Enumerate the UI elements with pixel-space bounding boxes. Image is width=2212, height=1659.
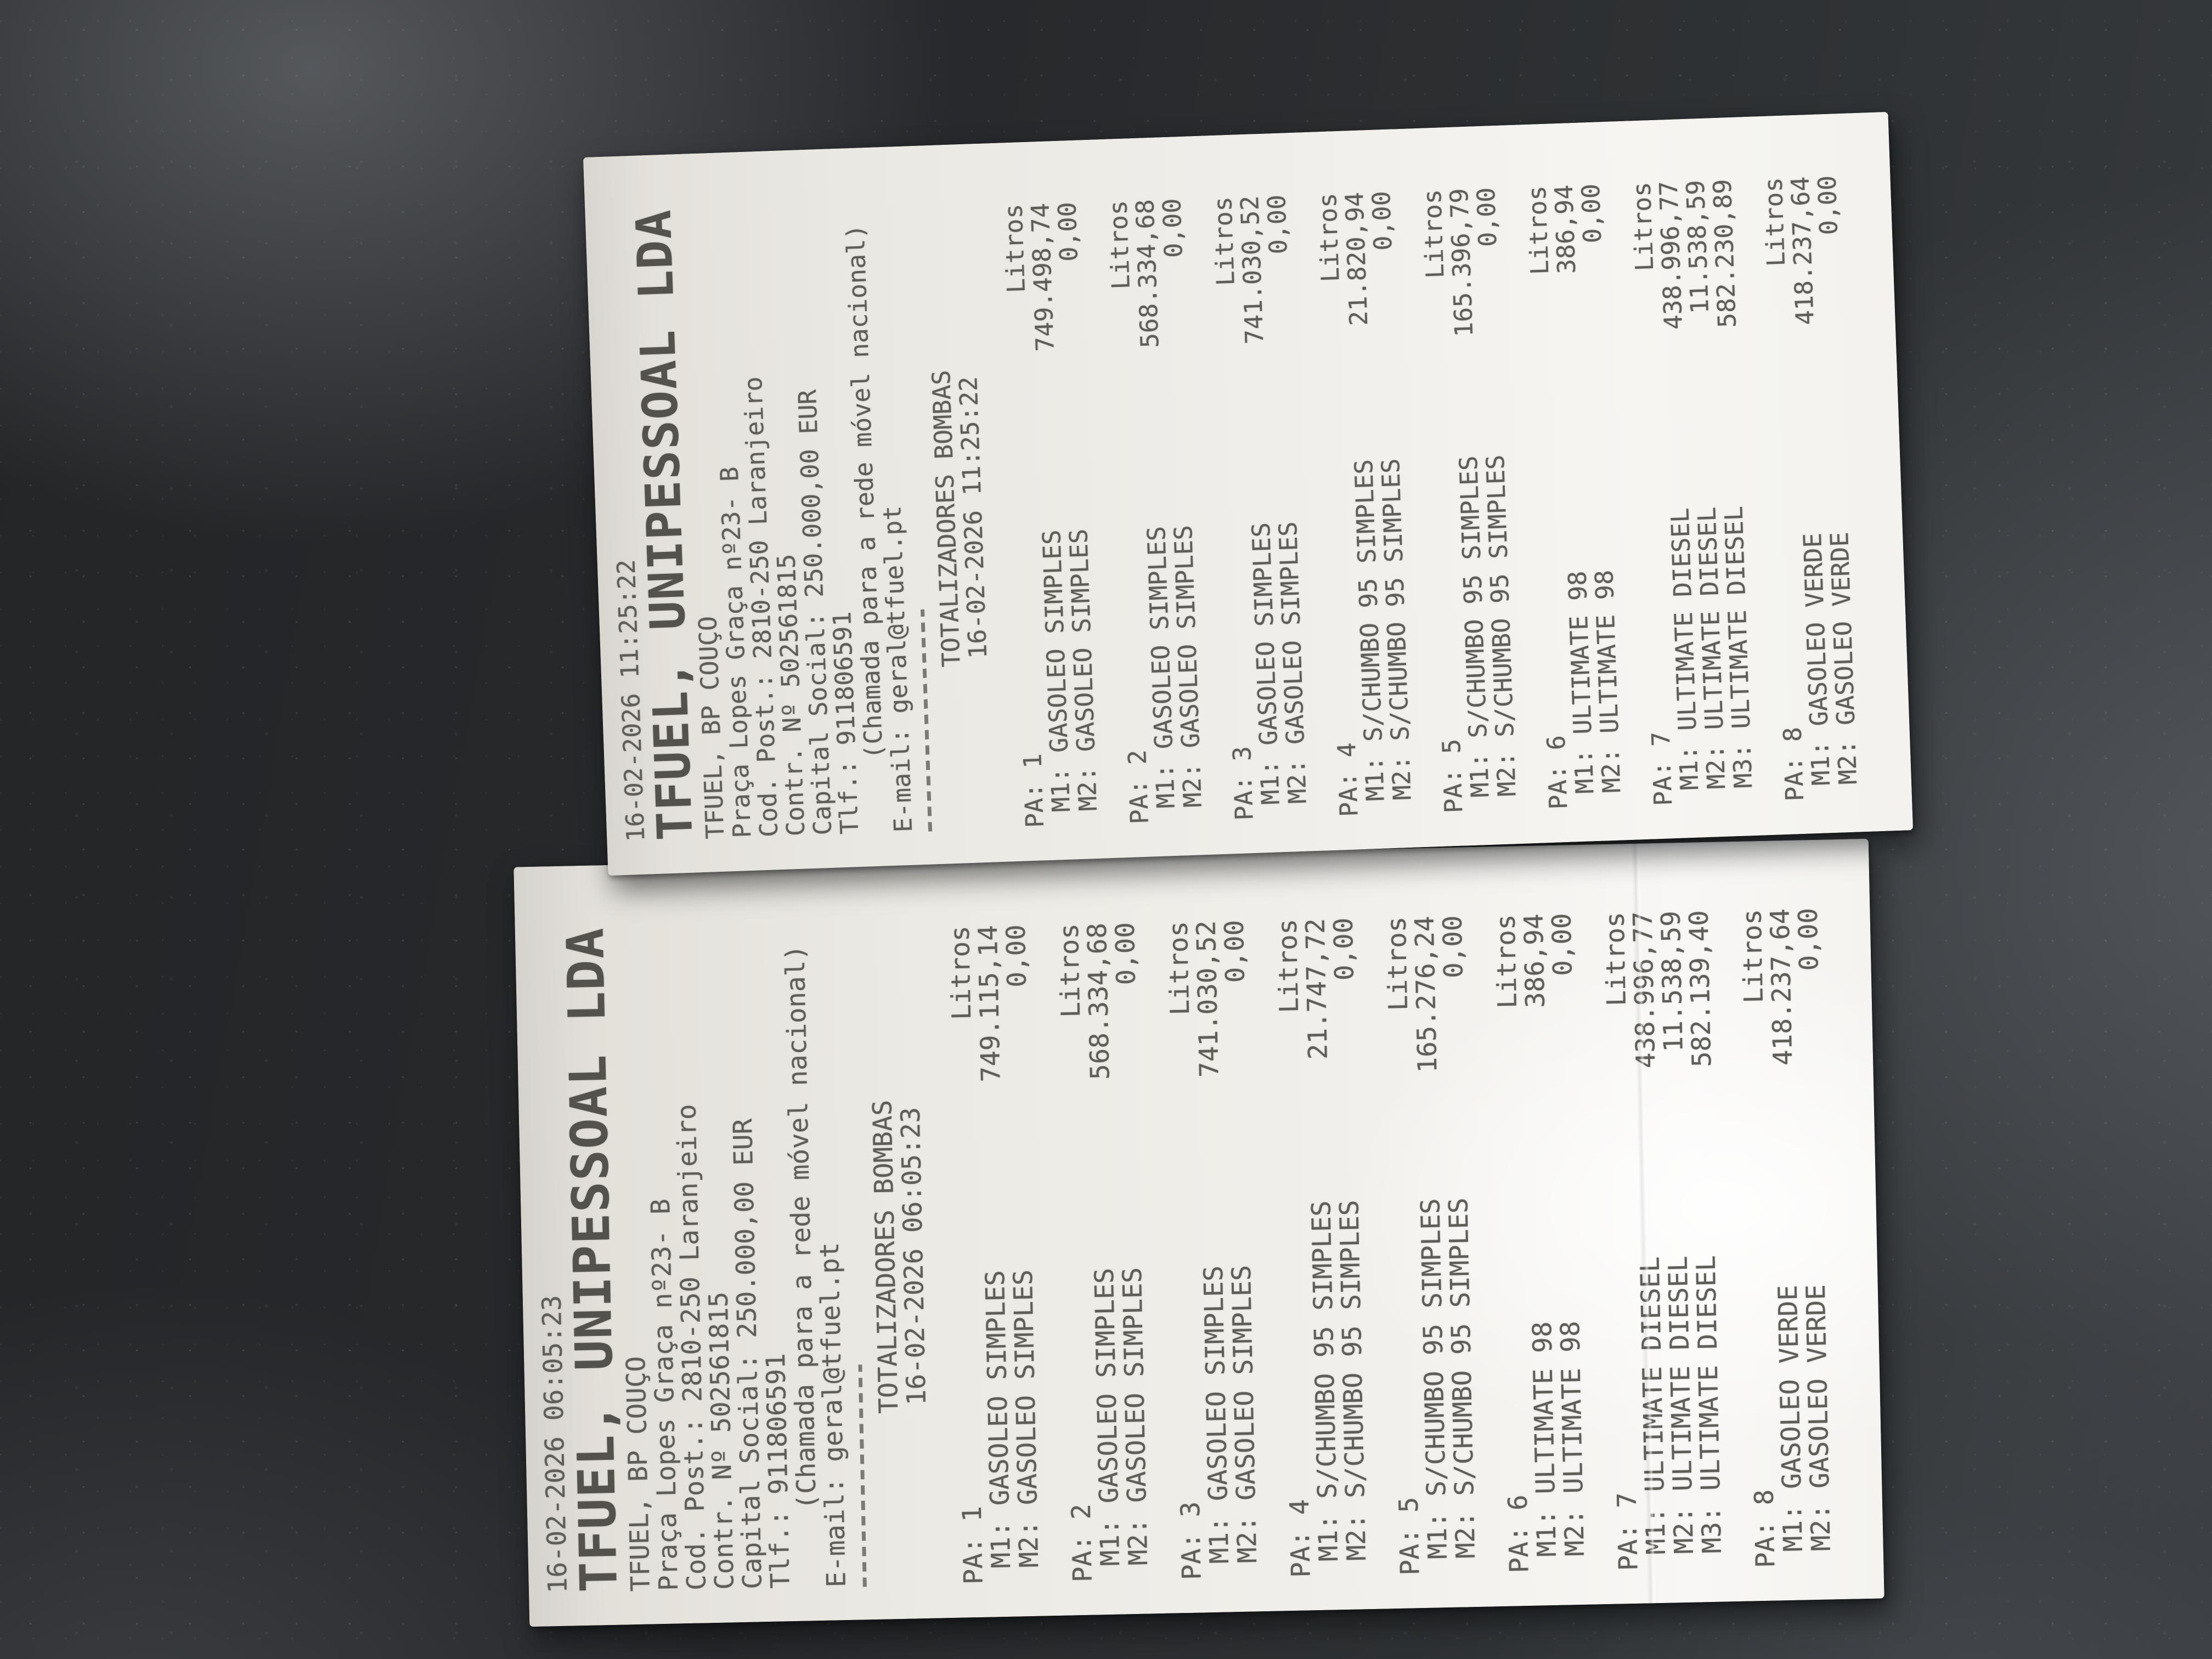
pump-label: PA: 6 (1503, 1494, 1535, 1573)
meter-value: 0,00 (1471, 187, 1503, 247)
meter-value: 11.538,59 (1656, 910, 1689, 1053)
pump-block: PA: 4 Litros M1: S/CHUMBO 95 SIMPLES 21.74… (1272, 882, 1373, 1578)
meter-value: 0,00 (1219, 919, 1251, 983)
unit-label: Litros (1054, 923, 1087, 1018)
unit-label: Litros (1417, 189, 1450, 279)
unit-label: Litros (1600, 911, 1632, 1007)
pump-label: PA: 3 (1175, 1501, 1207, 1581)
pump-label: PA: 4 (1332, 742, 1364, 817)
meter-value: 582.139,40 (1684, 910, 1718, 1068)
receipt-totalizadores-0605: 16-02-2026 06:05:23 TFUEL, UNIPESSOAL LDA… (514, 838, 1884, 1627)
pump-label: PA: 2 (1122, 749, 1154, 825)
pump-label: PA: 5 (1393, 1497, 1426, 1576)
pump-block: PA: 7 Litros M1: ULTIMATE DIESEL 438.996,7… (1627, 150, 1758, 806)
unit-label: Litros (1627, 181, 1660, 272)
meter-value: 0,00 (1437, 915, 1469, 979)
unit-label: Litros (1313, 192, 1345, 283)
unit-label: Litros (1208, 196, 1240, 286)
pump-label: PA: 5 (1436, 738, 1469, 814)
pump-label: PA: 1 (1018, 753, 1050, 828)
meter-value: 0,00 (1328, 917, 1360, 981)
meter-product: M2: S/CHUMBO 95 SIMPLES (1443, 1197, 1482, 1575)
unit-label: Litros (1758, 177, 1791, 267)
pump-block: PA: 6 Litros M1: ULTIMATE 98 386,94 M2: UL… (1522, 155, 1627, 810)
pump-label: PA: 3 (1227, 746, 1259, 821)
pump-block: PA: 1 Litros M1: GASOLEO SIMPLES 749.115,1… (945, 889, 1045, 1585)
meter-product: M2: S/CHUMBO 95 SIMPLES (1334, 1199, 1373, 1577)
pump-label: PA: 2 (1066, 1503, 1098, 1583)
meter-value: 0,00 (1052, 201, 1084, 262)
meter-product: M2: GASOLEO SIMPLES (1117, 1267, 1154, 1582)
meter-value: 0,00 (1576, 183, 1607, 244)
unit-label: Litros (1491, 914, 1523, 1009)
unit-label: Litros (1103, 200, 1136, 290)
pump-label: PA: 1 (957, 1505, 989, 1585)
meter-value: 386,94 (1519, 913, 1551, 1008)
pump-block: PA: 6 Litros M1: ULTIMATE 98 386,94 M2: UL… (1491, 878, 1591, 1573)
meter-value: 438.996,77 (1628, 911, 1662, 1069)
unit-label: Litros (1522, 185, 1555, 275)
meter-product: M3: ULTIMATE DIESEL (1691, 1255, 1728, 1570)
meter-product: M2: ULTIMATE 98 (1555, 1321, 1591, 1572)
pump-label: PA: 8 (1749, 1489, 1781, 1568)
pump-label: PA: 7 (1612, 1492, 1644, 1571)
pump-block: PA: 5 Litros M1: S/CHUMBO 95 SIMPLES 165.2… (1381, 880, 1482, 1576)
pump-block: PA: 8 Litros M1: GASOLEO VERDE 418.237,64 … (1737, 873, 1837, 1568)
unit-label: Litros (1163, 921, 1196, 1016)
pump-label: PA: 8 (1778, 726, 1810, 802)
meter-product: M2: GASOLEO VERDE (1801, 1284, 1837, 1567)
meter-value: 749.115,14 (973, 924, 1007, 1082)
meter-value: 568.334,68 (1082, 922, 1116, 1080)
meter-value: 0,00 (1262, 194, 1293, 255)
unit-label: Litros (945, 925, 978, 1020)
meter-value: 0,00 (1547, 912, 1578, 977)
receipt-content: 16-02-2026 06:05:23 TFUEL, UNIPESSOAL LDA… (530, 873, 1837, 1593)
meter-value: 21.747,72 (1300, 918, 1334, 1060)
pump-label: PA: 4 (1284, 1499, 1317, 1578)
pump-block: PA: 1 Litros M1: GASOLEO SIMPLES 749.498,7… (998, 173, 1103, 828)
pump-block: PA: 4 Litros M1: S/CHUMBO 95 SIMPLES 21.82… (1313, 162, 1417, 817)
unit-label: Litros (998, 203, 1031, 294)
meter-value: 0,00 (1001, 924, 1033, 988)
meter-product: M2: GASOLEO SIMPLES (1226, 1265, 1263, 1579)
meter-value: 582.230,89 (1707, 178, 1742, 329)
pump-block: PA: 2 Litros M1: GASOLEO SIMPLES 568.334,6… (1054, 887, 1154, 1583)
receipt-totalizadores-1125: 16-02-2026 11:25:22 TFUEL, UNIPESSOAL LDA… (583, 111, 1914, 876)
pump-block: PA: 3 Litros M1: GASOLEO SIMPLES 741.030,5… (1163, 885, 1263, 1581)
meter-value: 165.276,24 (1409, 916, 1443, 1074)
unit-label: Litros (1737, 909, 1769, 1004)
meter-value: 0,00 (1366, 190, 1398, 251)
meter-value: 0,00 (1812, 175, 1844, 236)
meter-value: 741.030,52 (1191, 920, 1225, 1078)
pump-label: PA: 7 (1646, 731, 1678, 806)
pump-block: PA: 5 Litros M1: S/CHUMBO 95 SIMPLES 165.3… (1417, 159, 1522, 814)
meter-value: 418.237,64 (1765, 908, 1799, 1066)
meter-value: 386,94 (1549, 184, 1582, 275)
meter-value: 0,00 (1110, 922, 1142, 986)
meter-value: 0,00 (1793, 907, 1825, 971)
meter-product: M2: GASOLEO SIMPLES (1008, 1269, 1045, 1584)
unit-label: Litros (1272, 918, 1305, 1014)
pump-block: PA: 3 Litros M1: GASOLEO SIMPLES 741.030,5… (1208, 166, 1312, 821)
receipt-content: 16-02-2026 11:25:22 TFUEL, UNIPESSOAL LDA… (600, 146, 1863, 842)
pump-label: PA: 6 (1541, 735, 1573, 810)
pump-block: PA: 7 Litros M1: ULTIMATE DIESEL 438.996,7… (1600, 875, 1728, 1571)
pump-block: PA: 2 Litros M1: GASOLEO SIMPLES 568.334,6… (1103, 170, 1207, 825)
meter-value: 0,00 (1157, 198, 1188, 258)
unit-label: Litros (1381, 916, 1414, 1011)
pump-block: PA: 8 Litros M1: GASOLEO VERDE 418.237,64 … (1758, 146, 1863, 802)
